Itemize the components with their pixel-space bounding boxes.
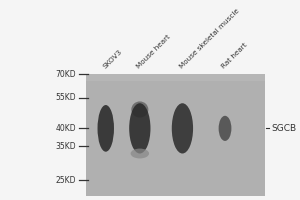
Text: 55KD: 55KD — [55, 93, 76, 102]
Text: 40KD: 40KD — [55, 124, 76, 133]
Text: 25KD: 25KD — [56, 176, 76, 185]
Bar — [86, 74, 265, 196]
Ellipse shape — [98, 105, 114, 152]
Text: 70KD: 70KD — [55, 70, 76, 79]
Text: Mouse heart: Mouse heart — [136, 34, 172, 70]
Ellipse shape — [219, 116, 231, 141]
Ellipse shape — [129, 103, 151, 154]
Ellipse shape — [172, 103, 193, 154]
Ellipse shape — [131, 101, 148, 118]
Text: 35KD: 35KD — [55, 142, 76, 151]
Text: Rat heart: Rat heart — [221, 42, 249, 70]
Bar — [86, 74, 265, 81]
Text: SKOV3: SKOV3 — [101, 49, 123, 70]
Text: Mouse skeletal muscle: Mouse skeletal muscle — [178, 8, 240, 70]
Ellipse shape — [130, 149, 149, 158]
Text: SGCB: SGCB — [272, 124, 297, 133]
